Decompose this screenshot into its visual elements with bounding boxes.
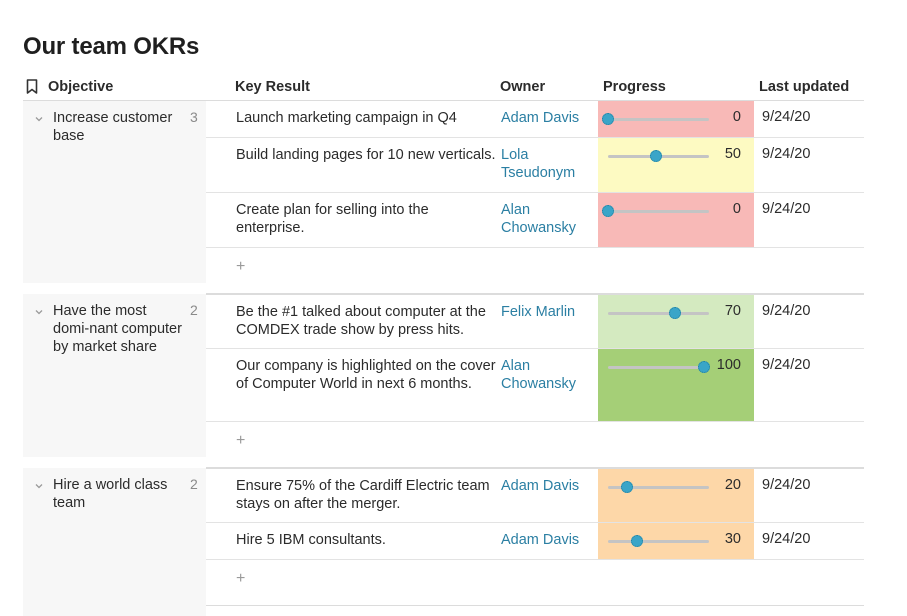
key-result-text[interactable]: Create plan for selling into the enterpr… — [236, 202, 429, 236]
progress-cell[interactable]: 0 — [598, 101, 754, 137]
objective-title[interactable]: Increase customer base — [53, 110, 173, 144]
column-objective[interactable]: Objective — [48, 79, 114, 95]
owner-link[interactable]: Felix Marlin — [501, 304, 576, 320]
key-result-text[interactable]: Launch marketing campaign in Q4 — [236, 110, 457, 126]
progress-slider-thumb[interactable] — [602, 113, 614, 125]
progress-cell[interactable]: 100 — [598, 349, 754, 421]
progress-track — [608, 118, 709, 121]
chevron-down-icon[interactable] — [34, 481, 44, 491]
progress-slider-thumb[interactable] — [630, 535, 643, 547]
last-updated-date: 9/24/20 — [762, 531, 811, 547]
objective-cell: Have the most domi-nant computer by mark… — [23, 294, 206, 457]
bookmark-icon — [26, 79, 38, 94]
key-result-count: 3 — [190, 109, 198, 125]
table-row[interactable]: Be the #1 talked about computer at the C… — [206, 294, 864, 349]
progress-slider-thumb[interactable] — [650, 150, 662, 162]
table-row[interactable]: Hire 5 IBM consultants. Adam Davis 30 9/… — [206, 523, 864, 560]
last-updated-date: 9/24/20 — [762, 109, 811, 125]
progress-cell[interactable]: 70 — [598, 295, 754, 348]
last-updated-date: 9/24/20 — [762, 146, 811, 162]
objective-group: Have the most domi-nant computer by mark… — [23, 294, 864, 468]
owner-link[interactable]: Adam Davis — [501, 110, 580, 126]
progress-value: 0 — [732, 109, 741, 125]
progress-value: 70 — [724, 303, 741, 319]
table-row[interactable]: Create plan for selling into the enterpr… — [206, 193, 864, 248]
add-key-result-button[interactable]: + — [236, 570, 246, 587]
objective-group: Increase customer base 3 Launch marketin… — [23, 101, 864, 294]
key-result-text[interactable]: Hire 5 IBM consultants. — [236, 532, 386, 548]
progress-slider-thumb[interactable] — [669, 307, 682, 319]
column-key-result[interactable]: Key Result — [235, 79, 310, 95]
page-title: Our team OKRs — [23, 33, 200, 60]
add-key-result-row[interactable]: + — [206, 248, 864, 294]
key-result-text[interactable]: Ensure 75% of the Cardiff Electric team … — [236, 478, 490, 512]
table-row[interactable]: Launch marketing campaign in Q4 Adam Dav… — [206, 101, 864, 138]
progress-cell[interactable]: 50 — [598, 138, 754, 192]
column-progress[interactable]: Progress — [603, 79, 666, 95]
chevron-down-icon[interactable] — [34, 114, 44, 124]
last-updated-date: 9/24/20 — [762, 201, 811, 217]
progress-value: 100 — [716, 357, 741, 373]
progress-cell[interactable]: 30 — [598, 523, 754, 559]
progress-track — [608, 366, 709, 369]
key-result-count: 2 — [190, 476, 198, 492]
last-updated-date: 9/24/20 — [762, 477, 811, 493]
progress-value: 0 — [732, 201, 741, 217]
add-key-result-row[interactable]: + — [206, 560, 864, 606]
chevron-down-icon[interactable] — [34, 307, 44, 317]
column-last-updated[interactable]: Last updated — [759, 79, 850, 95]
table-header: Objective Key Result Owner Progress Last… — [23, 76, 864, 101]
progress-track — [608, 312, 709, 315]
objective-title[interactable]: Have the most domi-nant computer by mark… — [53, 303, 182, 355]
owner-link[interactable]: Lola Tseudonym — [501, 147, 576, 181]
last-updated-date: 9/24/20 — [762, 303, 811, 319]
add-key-result-row[interactable]: + — [206, 422, 864, 468]
progress-value: 50 — [724, 146, 741, 162]
key-result-text[interactable]: Our company is highlighted on the cover … — [236, 358, 496, 392]
progress-slider-thumb[interactable] — [698, 361, 710, 373]
table-row[interactable]: Our company is highlighted on the cover … — [206, 349, 864, 422]
progress-slider-thumb[interactable] — [621, 481, 634, 493]
owner-link[interactable]: Adam Davis — [501, 532, 580, 548]
progress-value: 20 — [724, 477, 741, 493]
progress-cell[interactable]: 0 — [598, 193, 754, 247]
progress-value: 30 — [724, 531, 741, 547]
key-result-text[interactable]: Be the #1 talked about computer at the C… — [236, 304, 486, 338]
owner-link[interactable]: Adam Davis — [501, 478, 580, 494]
table-row[interactable]: Build landing pages for 10 new verticals… — [206, 138, 864, 193]
progress-track — [608, 210, 709, 213]
add-key-result-button[interactable]: + — [236, 432, 246, 449]
column-owner[interactable]: Owner — [500, 79, 546, 95]
last-updated-date: 9/24/20 — [762, 357, 811, 373]
key-result-count: 2 — [190, 302, 198, 318]
progress-track — [608, 486, 709, 489]
add-key-result-button[interactable]: + — [236, 258, 246, 275]
table-row[interactable]: Ensure 75% of the Cardiff Electric team … — [206, 468, 864, 523]
progress-track — [608, 540, 709, 543]
objective-title[interactable]: Hire a world class team — [53, 477, 168, 511]
key-result-text[interactable]: Build landing pages for 10 new verticals… — [236, 147, 496, 163]
owner-link[interactable]: Alan Chowansky — [501, 358, 576, 392]
objective-cell: Hire a world class team 2 — [23, 468, 206, 616]
owner-link[interactable]: Alan Chowansky — [501, 202, 576, 236]
progress-cell[interactable]: 20 — [598, 469, 754, 522]
progress-slider-thumb[interactable] — [602, 205, 614, 217]
objective-group: Hire a world class team 2 Ensure 75% of … — [23, 468, 864, 616]
objective-cell: Increase customer base 3 — [23, 101, 206, 283]
